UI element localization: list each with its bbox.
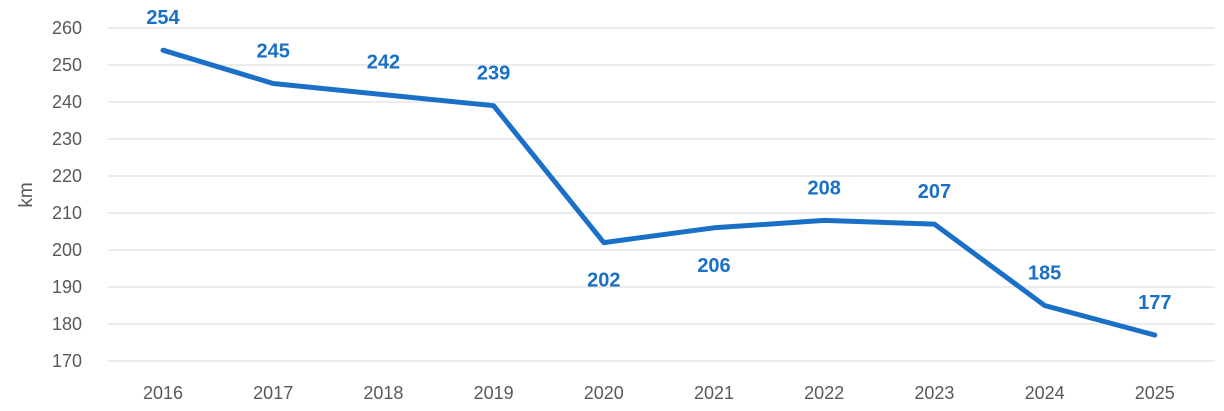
y-tick-label: 230 <box>52 129 82 149</box>
data-label: 239 <box>477 63 510 85</box>
data-label: 242 <box>367 52 400 74</box>
x-tick-label: 2025 <box>1135 383 1175 403</box>
data-label: 177 <box>1138 292 1171 314</box>
y-tick-label: 250 <box>52 55 82 75</box>
data-label: 202 <box>587 270 620 292</box>
y-tick-label: 180 <box>52 314 82 334</box>
x-tick-label: 2021 <box>694 383 734 403</box>
x-axis-ticks: 2016 2017 2018 2019 2020 2021 2022 2023 2024 2025 <box>143 383 1175 403</box>
x-tick-label: 2018 <box>363 383 403 403</box>
x-tick-label: 2017 <box>253 383 293 403</box>
y-tick-label: 220 <box>52 166 82 186</box>
x-tick-label: 2024 <box>1025 383 1065 403</box>
data-labels: 254 245 242 239 202 206 208 207 185 177 <box>146 7 1171 314</box>
y-tick-label: 260 <box>52 18 82 38</box>
data-label: 206 <box>697 255 730 277</box>
y-tick-label: 210 <box>52 203 82 223</box>
data-label: 185 <box>1028 263 1061 285</box>
y-tick-label: 240 <box>52 92 82 112</box>
x-tick-label: 2019 <box>474 383 514 403</box>
y-tick-label: 190 <box>52 277 82 297</box>
x-tick-label: 2016 <box>143 383 183 403</box>
data-label: 245 <box>257 41 290 63</box>
data-label: 254 <box>146 7 180 29</box>
x-tick-label: 2023 <box>914 383 954 403</box>
y-gridlines <box>108 27 1215 362</box>
y-axis-label: km <box>16 182 37 207</box>
y-tick-label: 170 <box>52 351 82 371</box>
x-tick-label: 2022 <box>804 383 844 403</box>
y-tick-label: 200 <box>52 240 82 260</box>
series-line <box>160 47 1158 338</box>
data-label: 207 <box>918 181 951 203</box>
x-tick-label: 2020 <box>584 383 624 403</box>
data-label: 208 <box>808 177 841 199</box>
series-layer <box>160 47 1158 338</box>
y-axis-ticks: 170 180 190 200 210 220 230 240 250 260 <box>52 18 82 371</box>
